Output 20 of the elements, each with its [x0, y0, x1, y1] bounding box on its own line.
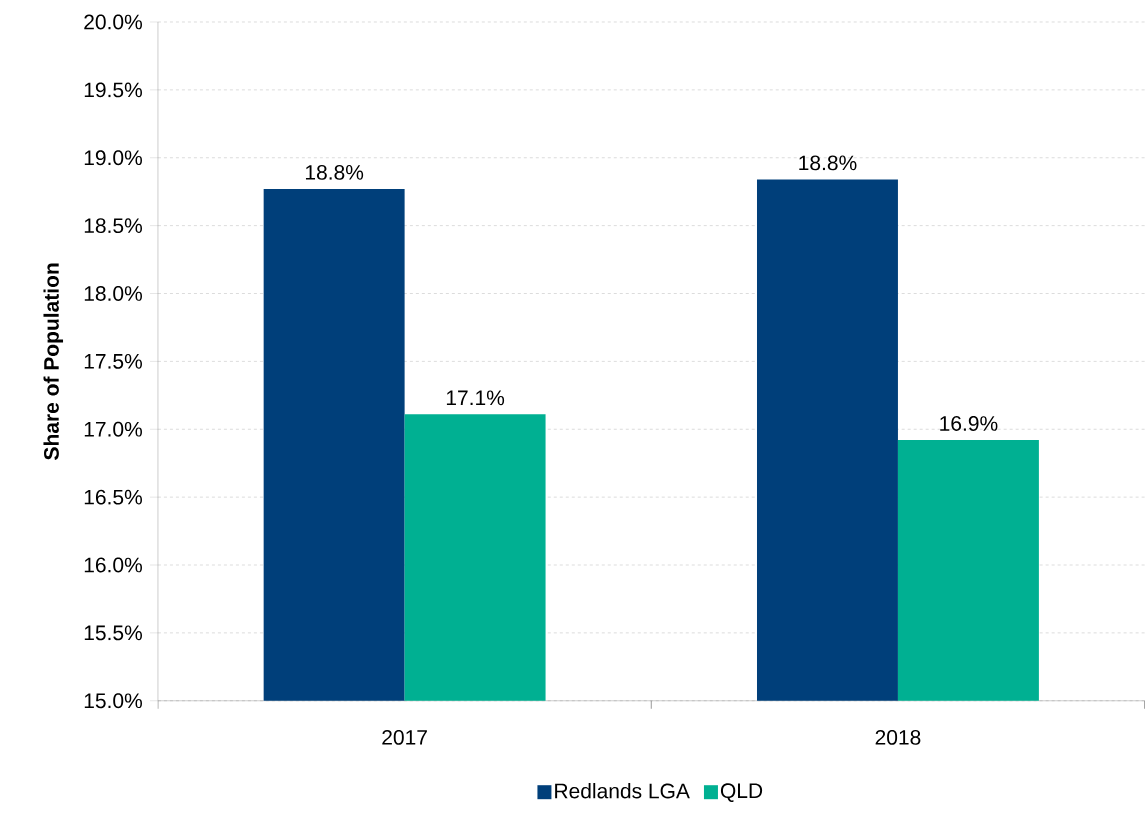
- y-tick-label: 20.0%: [84, 14, 142, 30]
- legend-label: Redlands LGA: [555, 783, 690, 799]
- y-tick-label: 19.0%: [84, 150, 142, 166]
- y-tick-label: 17.5%: [84, 354, 142, 369]
- y-tick-label: 19.5%: [84, 82, 142, 98]
- x-tick-label: 2018: [875, 730, 921, 745]
- legend-label: QLD: [720, 783, 763, 803]
- y-tick-label: 15.0%: [84, 693, 142, 709]
- data-label: 18.8%: [799, 155, 857, 171]
- y-axis-title: Share of Population: [43, 263, 64, 461]
- y-tick-label: 17.0%: [84, 421, 142, 437]
- x-tick-label: 2017: [382, 730, 427, 745]
- y-tick-label: 18.0%: [84, 286, 142, 302]
- y-tick-label: 18.5%: [84, 218, 142, 234]
- data-label: 16.9%: [940, 416, 998, 432]
- data-label: 17.1%: [446, 390, 505, 406]
- y-tick-label: 16.0%: [84, 557, 142, 573]
- y-tick-label: 15.5%: [84, 625, 142, 641]
- y-tick-label: 16.5%: [84, 489, 142, 505]
- data-label: 18.8%: [305, 165, 364, 180]
